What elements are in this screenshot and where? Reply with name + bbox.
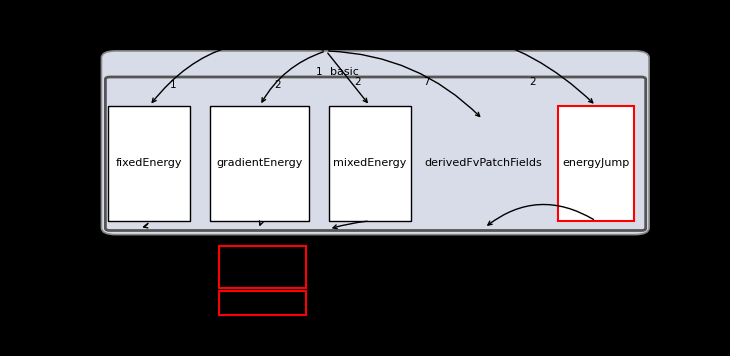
Text: energyJump: energyJump — [563, 158, 630, 168]
FancyBboxPatch shape — [422, 125, 544, 202]
FancyBboxPatch shape — [328, 106, 411, 221]
Text: derivedFvPatchFields: derivedFvPatchFields — [424, 158, 542, 168]
Text: basic: basic — [330, 67, 359, 77]
Text: gradientEnergy: gradientEnergy — [216, 158, 303, 168]
Text: 2: 2 — [274, 80, 281, 90]
Text: fixedEnergy: fixedEnergy — [116, 158, 182, 168]
Text: 2: 2 — [354, 78, 361, 88]
FancyBboxPatch shape — [218, 246, 307, 288]
Text: 2: 2 — [529, 78, 536, 88]
Text: 1: 1 — [170, 80, 177, 90]
FancyBboxPatch shape — [101, 51, 649, 235]
FancyBboxPatch shape — [558, 106, 634, 221]
Text: 7: 7 — [423, 78, 429, 88]
FancyBboxPatch shape — [105, 77, 645, 230]
Text: mixedEnergy: mixedEnergy — [333, 158, 407, 168]
FancyBboxPatch shape — [210, 106, 309, 221]
FancyBboxPatch shape — [108, 106, 191, 221]
FancyBboxPatch shape — [218, 291, 307, 315]
Text: 1: 1 — [315, 67, 322, 77]
